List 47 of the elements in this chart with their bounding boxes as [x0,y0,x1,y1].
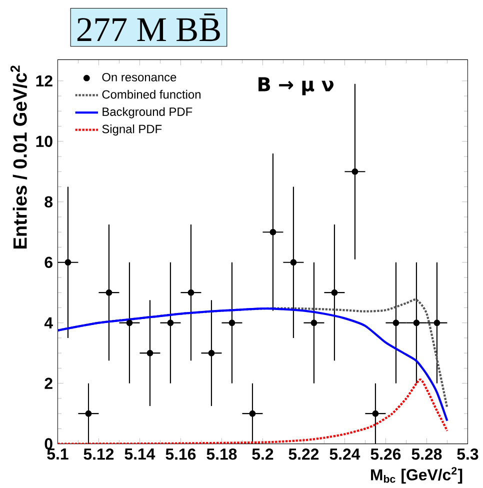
y-tick-label: 6 [44,256,52,268]
point [352,168,358,175]
legend-label: Signal PDF [102,124,162,136]
point [146,350,154,356]
point [64,259,72,266]
text: 277 M BB̄ [77,14,220,42]
line-series [58,308,448,422]
point [290,259,297,266]
point [310,320,318,326]
legend-label: On resonance [102,72,176,82]
text: B → μ ν [258,77,334,96]
y-tick-label: 10 [36,136,52,147]
x-tick-label: 5.2 [252,448,274,460]
y-tick-label: 4 [44,317,53,328]
point [208,350,215,356]
x-tick-label: 5.18 [206,448,237,460]
x-tick-label: 5.24 [330,448,360,460]
y-tick-label: 2 [44,378,52,389]
point [167,320,174,326]
x-tick-label: 5.12 [84,448,114,460]
x-tick-label: 5.14 [124,448,156,460]
point [392,320,400,326]
x-tick-label: 5.22 [288,448,318,460]
x-tick-label: 5.3 [457,448,478,460]
x-tick-label: 5.26 [370,448,401,460]
legend-label: Combined function [102,90,200,99]
x-tick-label: 5.1 [47,448,68,460]
y-tick-label: 12 [36,75,52,86]
point [434,320,440,326]
point [106,289,112,296]
point [188,289,194,296]
point [85,410,92,417]
x-tick-label: 5.28 [412,448,442,460]
x-tick-label: 5.16 [166,448,196,460]
point [372,410,379,417]
point [331,289,338,296]
point [413,320,420,326]
point [228,320,236,326]
y-tick-label: 8 [44,196,52,208]
point [249,410,256,417]
y-axis-title: Entries / 0.01 GeV/c$^{2}$ [10,66,27,249]
y-tick-label: 0 [44,438,52,450]
x-axis-title: M$_{bc}$ [GeV/c$^{2}$] [370,467,462,484]
point [126,320,133,326]
legend-label: Background PDF [102,107,192,118]
point [270,228,276,236]
line-series [58,378,448,444]
